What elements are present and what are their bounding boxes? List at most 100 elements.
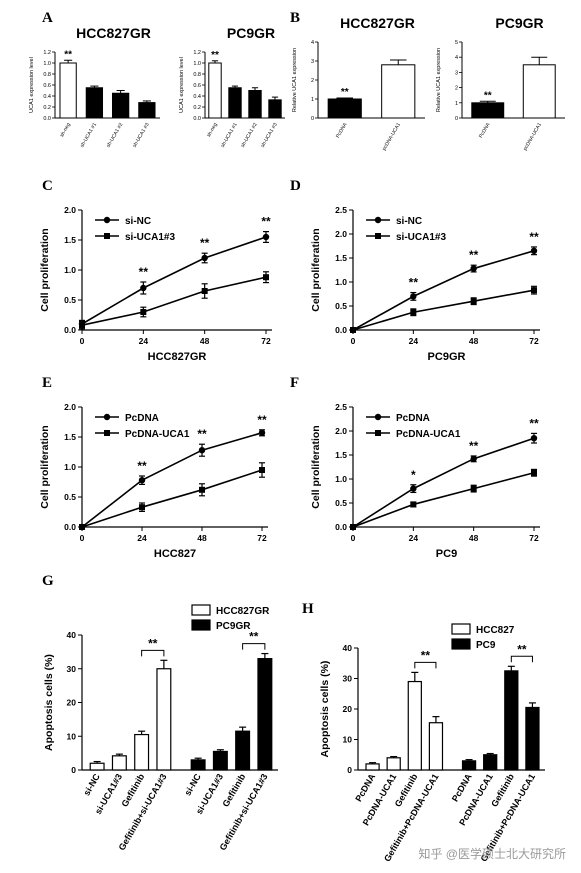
y-tick-label: 3 (311, 59, 314, 65)
y-tick-label: 10 (343, 735, 353, 745)
legend-marker (103, 216, 111, 224)
y-tick-label: 20 (343, 704, 353, 714)
y-axis-label: UCA1 expression level (179, 57, 185, 113)
y-tick-label: 1.2 (43, 50, 51, 56)
chart-title: HCC827GR (340, 15, 415, 31)
data-point (263, 274, 269, 281)
y-tick-label: 0.5 (335, 301, 347, 311)
series-line (352, 437, 535, 528)
bar (111, 755, 127, 771)
y-tick-label: 0.0 (64, 325, 76, 335)
category-label: sh-UCA1 #2 (240, 122, 259, 149)
data-point (531, 469, 537, 476)
y-tick-label: 0 (311, 116, 314, 122)
watermark-text: 知乎 @医学硕士北大研究所 (418, 846, 566, 861)
y-tick-label: 1.5 (64, 235, 76, 245)
y-tick-label: 10 (67, 731, 77, 741)
y-tick-label: 2 (455, 86, 458, 92)
y-tick-label: 30 (67, 664, 77, 674)
data-point (530, 435, 538, 442)
data-point (201, 288, 208, 294)
panel-label-G: G (42, 573, 54, 589)
significance-marker: ** (469, 439, 479, 453)
y-tick-label: 0.5 (64, 295, 76, 305)
legend-label: si-NC (125, 216, 151, 227)
legend-marker (103, 413, 111, 421)
significance-marker: ** (148, 636, 158, 650)
series-line (81, 432, 263, 528)
x-tick-label: 48 (469, 336, 479, 346)
significance-marker: ** (137, 459, 147, 473)
y-tick-label: 0.5 (64, 492, 76, 502)
category-label: sh-UCA1 #1 (220, 122, 239, 149)
y-axis-label: Relative UCA1 expression (292, 48, 298, 112)
legend-label: PC9 (476, 640, 496, 651)
y-tick-label: 2.5 (335, 402, 347, 412)
series-line (352, 471, 535, 528)
series-line (81, 276, 267, 326)
y-tick-label: 0.4 (193, 94, 201, 100)
bar (111, 92, 130, 119)
data-point (470, 298, 477, 305)
category-label: pcDNA-UCA1 (381, 122, 402, 152)
y-axis-label: Apoptosis cells (%) (43, 654, 55, 751)
bar (235, 730, 251, 771)
bar (138, 102, 156, 119)
y-tick-label: 2.0 (335, 426, 347, 436)
significance-marker: ** (64, 49, 72, 60)
y-tick-label: 1.0 (64, 462, 76, 472)
significance-bracket (242, 643, 266, 650)
y-tick-label: 1.5 (335, 450, 347, 460)
x-tick-label: 0 (351, 533, 356, 543)
bar (365, 763, 380, 771)
y-tick-label: 1.2 (193, 50, 201, 56)
bar (208, 62, 222, 119)
y-tick-label: 1.5 (64, 432, 76, 442)
bar (327, 98, 362, 119)
significance-marker: ** (469, 248, 479, 262)
significance-bracket (510, 655, 533, 663)
y-tick-label: 1.0 (43, 61, 51, 67)
category-label: sh-UCA1 #3 (132, 122, 151, 149)
y-tick-label: 1.0 (193, 61, 201, 67)
data-point (201, 254, 208, 262)
y-tick-label: 0 (455, 116, 458, 122)
chart-title: PC9GR (495, 15, 543, 31)
bar (471, 102, 505, 119)
significance-marker: ** (341, 87, 349, 98)
x-tick-label: 72 (257, 533, 267, 543)
data-point (262, 233, 270, 241)
category-label: Gefitinib+si-UCA1#3 (117, 772, 169, 852)
y-tick-label: 20 (67, 698, 77, 708)
data-point (470, 265, 477, 272)
x-axis-label: PC9GR (428, 351, 466, 363)
x-tick-label: 0 (351, 336, 356, 346)
significance-marker: ** (517, 642, 527, 656)
y-tick-label: 1.0 (64, 265, 76, 275)
significance-marker: ** (529, 416, 539, 430)
legend-marker (375, 430, 381, 436)
y-tick-label: 0.0 (193, 116, 201, 122)
y-axis-label: Cell proliferation (310, 425, 322, 508)
y-tick-label: 0.5 (335, 498, 347, 508)
y-tick-label: 1.0 (335, 474, 347, 484)
y-tick-label: 40 (343, 643, 353, 653)
panel-label-E: E (42, 375, 52, 391)
bar (89, 762, 105, 771)
legend-label: PC9GR (216, 621, 251, 632)
bar (522, 64, 556, 119)
x-tick-label: 24 (139, 336, 149, 346)
legend-label: PcDNA-UCA1 (396, 429, 461, 440)
significance-marker: ** (249, 630, 259, 644)
y-tick-label: 2.0 (64, 205, 76, 215)
y-tick-label: 0.2 (193, 105, 201, 111)
bar (156, 668, 172, 771)
panel-label-F: F (290, 375, 299, 391)
y-tick-label: 0 (71, 765, 76, 775)
legend-marker (375, 233, 381, 239)
series-line (352, 250, 535, 331)
significance-marker: ** (409, 276, 419, 290)
y-axis-label: Cell proliferation (310, 228, 322, 311)
category-label: sh-neg (206, 122, 219, 138)
